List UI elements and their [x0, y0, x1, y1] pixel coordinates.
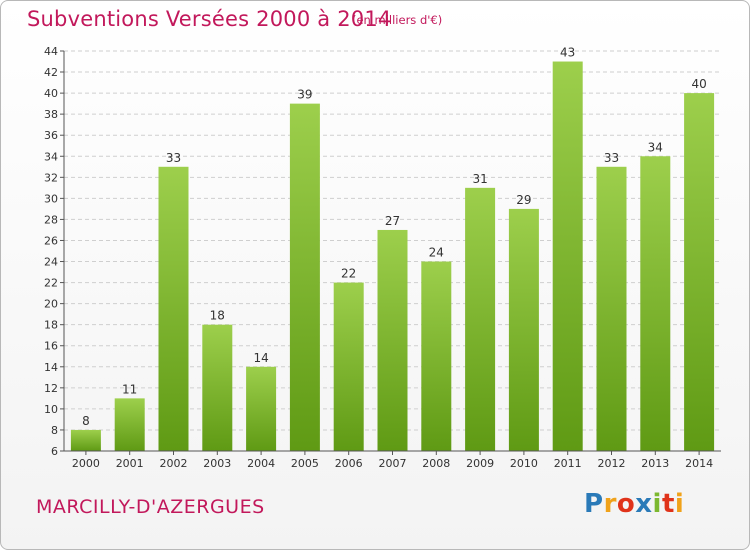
x-tick-label-2008: 2008 [422, 457, 450, 470]
x-tick-label-2014: 2014 [685, 457, 713, 470]
y-tick-label: 14 [44, 361, 58, 374]
x-tick-label-2010: 2010 [510, 457, 538, 470]
logo-letter: r [603, 489, 617, 519]
logo-letter: i [652, 489, 662, 519]
data-label-2007: 27 [385, 214, 400, 228]
data-label-2011: 43 [560, 46, 575, 60]
bars: 8 11 33 18 14 39 22 27 24 31 29 43 33 34 40 [70, 46, 715, 452]
data-label-2010: 29 [516, 193, 531, 207]
x-tick-label-2009: 2009 [466, 457, 494, 470]
x-tick-label-2005: 2005 [291, 457, 319, 470]
x-tick-label-2001: 2001 [116, 457, 144, 470]
x-tick-label-2004: 2004 [247, 457, 275, 470]
bar-2007 [377, 229, 408, 451]
chart-title: Subventions Versées 2000 à 2014 [27, 7, 392, 31]
data-label-2014: 40 [691, 77, 706, 91]
proxiti-logo: Proxiti [584, 489, 684, 519]
data-label-2013: 34 [648, 140, 663, 154]
bar-2012 [596, 166, 627, 451]
x-tick-label-2002: 2002 [160, 457, 188, 470]
logo-letter: P [584, 489, 604, 519]
y-tick-label: 16 [44, 340, 58, 353]
bar-2009 [465, 187, 496, 451]
bar-2010 [508, 208, 539, 451]
y-tick-label: 18 [44, 319, 58, 332]
data-label-2000: 8 [82, 414, 90, 428]
x-tick-label-2006: 2006 [335, 457, 363, 470]
x-tick-label-2012: 2012 [598, 457, 626, 470]
x-tick-label-2000: 2000 [72, 457, 100, 470]
y-tick-label: 8 [51, 424, 58, 437]
y-tick-label: 10 [44, 403, 58, 416]
bar-2014 [684, 93, 715, 452]
y-tick-label: 34 [44, 150, 58, 163]
data-label-2008: 24 [429, 246, 444, 260]
logo-letter: i [674, 489, 685, 519]
bar-2004 [246, 366, 277, 451]
logo-letter: x [635, 489, 653, 519]
y-tick-label: 30 [44, 192, 58, 205]
logo-letter: o [616, 489, 636, 519]
y-tick-label: 40 [44, 87, 58, 100]
data-label-2009: 31 [472, 172, 487, 186]
data-label-2012: 33 [604, 151, 619, 165]
bar-2008 [421, 261, 452, 451]
bar-2000 [70, 429, 101, 451]
y-tick-label: 24 [44, 256, 58, 269]
data-label-2003: 18 [210, 309, 225, 323]
bar-2005 [289, 103, 320, 451]
x-tick-label-2003: 2003 [203, 457, 231, 470]
y-tick-label: 28 [44, 213, 58, 226]
y-tick-label: 22 [44, 277, 58, 290]
bar-2013 [640, 156, 671, 451]
y-tick-label: 44 [44, 45, 58, 58]
y-tick-label: 26 [44, 234, 58, 247]
y-tick-label: 12 [44, 382, 58, 395]
x-tick-label-2011: 2011 [554, 457, 582, 470]
data-label-2002: 33 [166, 151, 181, 165]
bar-2001 [114, 398, 145, 451]
y-tick-label: 32 [44, 171, 58, 184]
y-tick-label: 20 [44, 298, 58, 311]
bar-2006 [333, 282, 364, 451]
x-tick-label-2007: 2007 [379, 457, 407, 470]
bar-2003 [202, 324, 233, 451]
logo-letter: t [661, 489, 675, 519]
y-tick-label: 38 [44, 108, 58, 121]
data-label-2005: 39 [297, 88, 312, 102]
chart-subtitle: (en milliers d'€) [352, 13, 443, 27]
axes: 6 8 10 12 14 16 18 20 22 24 26 28 30 32 34 36 38 40 42 44 20… [44, 45, 721, 470]
y-tick-label: 42 [44, 66, 58, 79]
y-tick-label: 36 [44, 129, 58, 142]
data-label-2004: 14 [253, 351, 268, 365]
y-tick-label: 6 [51, 445, 58, 458]
bar-2002 [158, 166, 189, 451]
x-tick-label-2013: 2013 [641, 457, 669, 470]
data-label-2006: 22 [341, 267, 356, 281]
bar-2011 [552, 61, 583, 452]
data-label-2001: 11 [122, 382, 137, 396]
commune-name: MARCILLY-D'AZERGUES [36, 496, 265, 518]
